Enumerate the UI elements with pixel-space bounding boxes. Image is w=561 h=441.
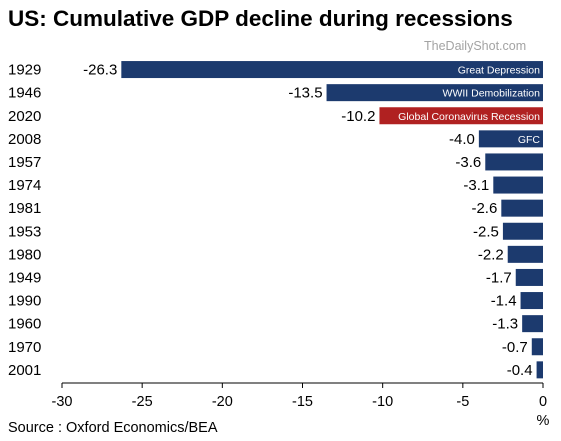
value-label-1974: -3.1 <box>463 177 489 194</box>
x-tick-label: -20 <box>212 394 233 410</box>
x-tick-label: -5 <box>456 394 469 410</box>
value-label-1953: -2.5 <box>473 223 499 240</box>
bar-1981 <box>501 199 543 217</box>
bar-1960 <box>522 315 543 333</box>
category-label-1929: 1929 <box>8 62 41 79</box>
bar-1949 <box>515 268 543 286</box>
category-label-1960: 1960 <box>8 316 41 333</box>
category-label-2001: 2001 <box>8 362 41 379</box>
category-label-1946: 1946 <box>8 85 41 102</box>
watermark: TheDailyShot.com <box>424 39 527 53</box>
bar-1980 <box>507 245 543 263</box>
category-label-1949: 1949 <box>8 269 41 286</box>
x-axis-unit: % <box>537 413 550 429</box>
category-label-1980: 1980 <box>8 246 41 263</box>
bar-annotation-1946: WWII Demobilization <box>443 88 541 100</box>
value-label-1957: -3.6 <box>455 154 481 171</box>
bar-1953 <box>502 222 543 240</box>
bar-annotation-1929: Great Depression <box>458 65 540 77</box>
bar-2008 <box>478 130 543 148</box>
value-label-2001: -0.4 <box>507 362 533 379</box>
value-label-1990: -1.4 <box>491 293 517 310</box>
x-tick-label: -25 <box>132 394 153 410</box>
x-tick-label: -10 <box>372 394 393 410</box>
category-label-2008: 2008 <box>8 131 41 148</box>
value-label-1980: -2.2 <box>478 246 504 263</box>
bar-1957 <box>485 153 543 171</box>
value-label-1946: -13.5 <box>288 85 322 102</box>
bar-annotation-2008: GFC <box>518 134 541 146</box>
bar-1990 <box>520 292 543 310</box>
category-label-2020: 2020 <box>8 108 41 125</box>
value-label-1949: -1.7 <box>486 269 512 286</box>
value-label-2020: -10.2 <box>341 108 375 125</box>
category-label-1974: 1974 <box>8 177 41 194</box>
value-label-2008: -4.0 <box>449 131 475 148</box>
source-note: Source : Oxford Economics/BEA <box>8 420 218 436</box>
category-label-1957: 1957 <box>8 154 41 171</box>
category-label-1953: 1953 <box>8 223 41 240</box>
bar-1974 <box>493 176 543 194</box>
x-tick-label: 0 <box>539 394 547 410</box>
value-label-1960: -1.3 <box>492 316 518 333</box>
value-label-1970: -0.7 <box>502 339 528 356</box>
bar-2001 <box>536 361 543 379</box>
bar-1929 <box>121 61 543 79</box>
category-label-1970: 1970 <box>8 339 41 356</box>
x-tick-label: -15 <box>292 394 313 410</box>
bar-annotation-2020: Global Coronavirus Recession <box>398 111 540 123</box>
chart-title: US: Cumulative GDP decline during recess… <box>8 6 513 31</box>
category-label-1990: 1990 <box>8 293 41 310</box>
value-label-1981: -2.6 <box>471 200 497 217</box>
bar-1970 <box>531 338 543 356</box>
bar-2020 <box>379 107 543 125</box>
category-label-1981: 1981 <box>8 200 41 217</box>
value-label-1929: -26.3 <box>83 62 117 79</box>
bar-1946 <box>326 84 543 102</box>
x-tick-label: -30 <box>52 394 73 410</box>
